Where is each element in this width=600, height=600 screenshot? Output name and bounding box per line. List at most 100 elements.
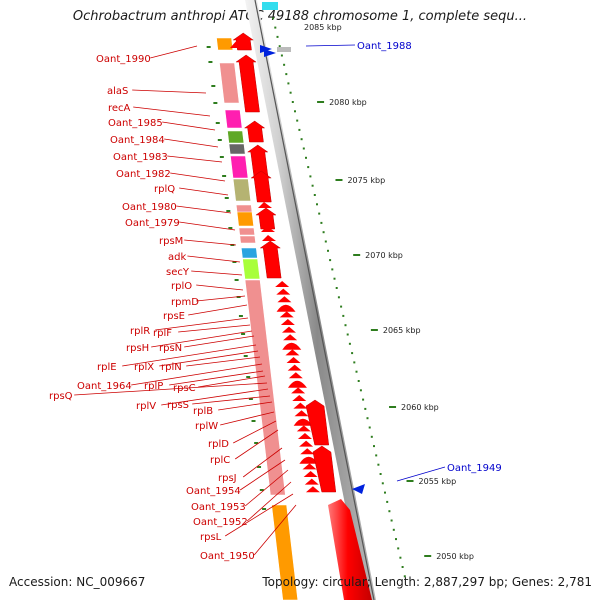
feature-bar: [228, 143, 246, 155]
label-leader-line: [192, 395, 271, 405]
scale-dot: [285, 73, 288, 76]
scale-dot: [390, 519, 393, 522]
gene-label-minus: rplV: [136, 401, 156, 412]
plus-arrow: [352, 484, 365, 494]
scale-dot: [392, 528, 395, 531]
gene-arrow-small: [277, 296, 292, 303]
gene-arrow: [305, 399, 330, 446]
gene-arrow-small: [299, 456, 319, 464]
gene-label-minus: Oant_1984: [110, 135, 165, 146]
gene-label-minus: rplE: [97, 362, 117, 373]
scale-dot: [337, 296, 340, 299]
scale-dot: [298, 128, 301, 131]
feature-bar: [219, 62, 240, 104]
label-leader-line: [187, 255, 241, 263]
label-leader-line: [224, 493, 294, 537]
gene-arrow: [246, 144, 269, 179]
scale-dot: [313, 194, 316, 196]
scale-dot: [370, 435, 373, 438]
gene-label-minus: Oant_1985: [108, 118, 163, 129]
label-leader-line: [220, 411, 275, 426]
label-leader-line: [170, 172, 226, 182]
gene-label-minus: secY: [166, 267, 190, 278]
gene-arrow-small: [305, 486, 320, 493]
gene-arrow-small: [297, 433, 312, 439]
scale-dot: [307, 166, 310, 169]
gene-arrow-small: [260, 216, 274, 222]
scale-dot: [287, 82, 290, 85]
scale-dot: [384, 491, 386, 494]
label-leader-line: [132, 89, 207, 94]
scale-dot: [368, 426, 371, 429]
gene-label-minus: rplP: [144, 381, 163, 392]
genome-summary: Topology: circular; Length: 2,887,297 bp…: [262, 575, 592, 589]
scale-dot: [335, 287, 338, 289]
label-leader-line: [233, 420, 277, 444]
gene-arrow-small: [230, 39, 246, 48]
feature-bar: [216, 37, 234, 51]
label-leader-line: [198, 375, 266, 388]
label-leader-line: [239, 459, 286, 491]
label-leader-line: [191, 270, 243, 276]
label-leader-line: [74, 382, 268, 396]
label-leader-line: [164, 138, 219, 148]
scale-dot: [401, 566, 404, 568]
label-leader-line: [161, 388, 269, 406]
gene-label-minus: Oant_1990: [96, 54, 151, 65]
scale-dot: [346, 333, 349, 336]
feature-bar: [277, 47, 291, 52]
plus-arrow: [260, 45, 272, 53]
scale-dot: [353, 361, 356, 364]
gene-label-minus: rplF: [153, 328, 172, 339]
scale-dot: [324, 240, 327, 243]
scale-dot: [342, 314, 345, 317]
scale-dot: [366, 417, 369, 420]
scale-dot: [357, 380, 360, 382]
label-leader-line: [186, 356, 261, 367]
gene-label-minus: rpmD: [171, 297, 199, 308]
gene-arrow-layer: [230, 32, 372, 600]
scale-dot: [276, 35, 279, 38]
label-leader-line: [131, 363, 263, 386]
scale-dot: [327, 249, 329, 252]
gene-arrow-small: [300, 448, 315, 455]
feature-bar: [239, 235, 257, 244]
feature-bar: [227, 130, 245, 144]
label-leader-line: [150, 45, 198, 59]
label-leader-line: [155, 317, 249, 331]
scale-dot: [329, 259, 332, 262]
scale-tick-label-top: 2085 kbp: [304, 23, 342, 32]
feature-bar: [232, 178, 252, 202]
scale-dot: [403, 575, 406, 578]
feature-bar: [240, 247, 258, 259]
label-leader-line: [234, 429, 279, 460]
gene-label-minus: Oant_1952: [193, 517, 248, 528]
label-leader-line: [133, 106, 211, 117]
gene-label-minus: rpsL: [200, 532, 222, 543]
gene-label-minus: recA: [108, 103, 131, 114]
label-leader-line: [122, 344, 257, 367]
gene-arrow: [259, 240, 282, 279]
gene-label-minus: rplQ: [154, 184, 175, 195]
scale-dot: [309, 175, 312, 178]
scale-dot: [362, 398, 365, 401]
gene-label-minus: Oant_1983: [113, 152, 168, 163]
gene-label-minus: rpsN: [159, 343, 182, 354]
gene-arrow-small: [280, 319, 295, 325]
feature-bar: [230, 155, 249, 179]
feature-bar: [242, 258, 261, 280]
gene-arrow-small: [285, 349, 300, 356]
gene-label-plus: Oant_1988: [357, 41, 412, 52]
scale-dot: [351, 352, 354, 355]
scale-dot: [355, 370, 358, 373]
scale-dot: [331, 268, 334, 271]
gene-label-minus: rpsH: [126, 343, 149, 354]
gene-label-minus: adk: [168, 252, 186, 263]
scale-dot: [381, 482, 384, 485]
gene-label-minus: rpsJ: [218, 473, 237, 484]
gene-label-minus: alaS: [107, 86, 128, 97]
gene-arrow-small: [296, 425, 311, 432]
scale-dot: [373, 445, 375, 448]
label-leader-line: [244, 469, 289, 507]
